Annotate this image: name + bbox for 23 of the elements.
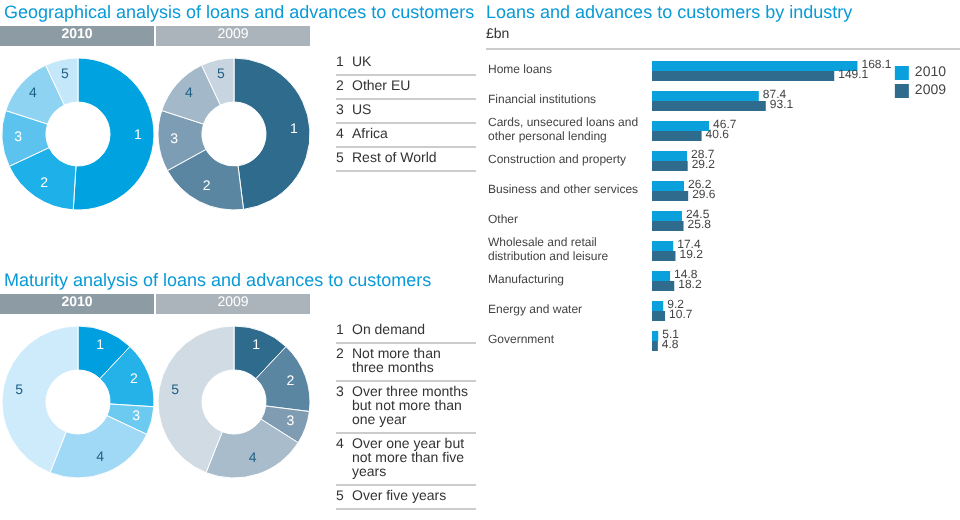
bar [652,211,682,221]
bar [652,61,858,71]
text: Geographical analysis of loans and advances to customers [4,2,475,22]
bar [652,221,684,231]
bar [652,301,664,311]
chart-title: Loans and advances to customers by industry [486,2,853,22]
bar [652,191,689,201]
bar [652,71,835,81]
bar [652,91,759,101]
bar [652,341,658,351]
bar [652,331,659,341]
bar [652,101,766,111]
bar [652,161,688,171]
bar [652,131,702,141]
bar [652,241,674,251]
text: Maturity analysis of loans and advances to customers [4,270,432,290]
bar [652,281,675,291]
bar [652,121,710,131]
bar [652,271,671,281]
bar [652,251,676,261]
bar [652,311,666,321]
bar [652,151,688,161]
bar [652,181,685,191]
